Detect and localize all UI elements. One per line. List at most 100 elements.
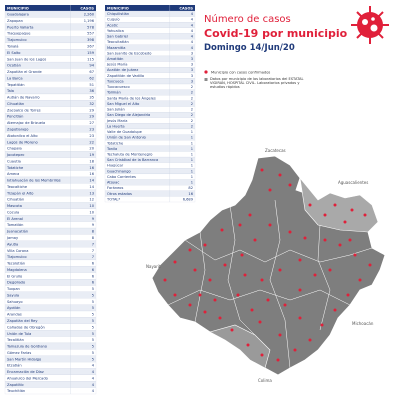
case-marker bbox=[278, 333, 282, 337]
case-marker bbox=[368, 263, 372, 267]
case-count: 32 bbox=[89, 102, 94, 106]
case-marker bbox=[253, 238, 257, 242]
case-count: 18 bbox=[89, 159, 94, 163]
map-label: Michoacán bbox=[352, 321, 374, 326]
table-row bbox=[104, 145, 196, 152]
subtitle: Covid-19 por municipio bbox=[204, 27, 348, 40]
municipality-name: San Miguel el Alto bbox=[107, 102, 139, 106]
case-marker bbox=[308, 338, 312, 342]
table-header bbox=[5, 5, 96, 11]
municipality-name: Huejúcar bbox=[107, 164, 124, 168]
title: Número de casos bbox=[204, 13, 291, 25]
legend-swatch bbox=[204, 78, 208, 81]
case-count: 1 bbox=[191, 136, 193, 140]
municipality-name: Magdalena bbox=[7, 268, 27, 272]
case-count: 5 bbox=[92, 306, 94, 310]
municipality-name: Acatlán de Juárez bbox=[107, 68, 138, 72]
municipality-name: La Barca bbox=[7, 76, 23, 80]
case-count: 2 bbox=[191, 96, 193, 100]
case-count: 16 bbox=[89, 172, 94, 176]
municipality-name: San Juan de los Lagos bbox=[7, 57, 46, 61]
municipality-name: Cihuatlán bbox=[7, 198, 24, 202]
municipality-name: Atotonilco el Alto bbox=[7, 134, 38, 138]
map-label: Zacatecas bbox=[265, 148, 286, 153]
municipality-name: Jesús María bbox=[106, 63, 127, 67]
case-count: 115 bbox=[87, 57, 94, 61]
municipality-name: Tamazula de Gordiano bbox=[6, 345, 47, 349]
municipality-name: Tonila bbox=[106, 147, 117, 151]
case-count: 16 bbox=[188, 192, 193, 196]
case-marker bbox=[246, 343, 250, 347]
legend-text: Municipio con casos confirmados bbox=[211, 71, 270, 75]
case-count: 10 bbox=[89, 210, 94, 214]
municipality-name: La Huerta bbox=[107, 124, 125, 128]
tables: MUNICIPIO CASOS Guadalajara 2,260 Zapopan 1,1… bbox=[4, 5, 196, 395]
municipality-name: Otros estados bbox=[107, 192, 132, 196]
case-marker bbox=[260, 278, 264, 282]
case-count: 6 bbox=[92, 281, 95, 285]
municipality-name: TOTAL* bbox=[106, 197, 120, 201]
case-count: 4 bbox=[191, 12, 194, 16]
municipality-name: Santa María de los Ángeles bbox=[107, 95, 156, 100]
case-count: 4 bbox=[92, 389, 95, 393]
municipality-name: El Salto bbox=[7, 51, 21, 55]
municipality-name: Sayula bbox=[7, 293, 19, 297]
case-count: 2 bbox=[191, 108, 193, 112]
column-header: MUNICIPIO bbox=[107, 6, 129, 10]
case-count: 23 bbox=[89, 134, 94, 138]
case-count: 159 bbox=[87, 51, 95, 55]
municipality-name: Ocotlán bbox=[7, 64, 21, 68]
case-count: 29 bbox=[89, 108, 94, 112]
case-count: 3 bbox=[191, 74, 193, 78]
municipality-name: Gómez Farías bbox=[7, 351, 31, 355]
case-count: 62 bbox=[89, 76, 94, 80]
case-count: 5 bbox=[92, 293, 94, 297]
case-marker bbox=[308, 203, 312, 207]
municipality-name: Tonalá bbox=[6, 45, 18, 49]
case-count: 29 bbox=[89, 115, 94, 119]
case-marker bbox=[266, 298, 270, 302]
case-marker bbox=[203, 310, 207, 314]
case-marker bbox=[236, 293, 240, 297]
case-marker bbox=[350, 208, 354, 212]
municipality-name: Zacoalco de Torres bbox=[7, 108, 41, 112]
case-count: 398 bbox=[87, 38, 95, 42]
case-marker bbox=[238, 223, 242, 227]
case-marker bbox=[363, 213, 367, 217]
case-marker bbox=[313, 273, 317, 277]
case-marker bbox=[288, 183, 292, 187]
table-row bbox=[4, 87, 97, 95]
case-count: 1,196 bbox=[84, 19, 95, 23]
case-count: 2 bbox=[191, 119, 193, 123]
case-count: 1 bbox=[191, 175, 193, 179]
municipality-name: Cabo Corrientes bbox=[107, 175, 136, 179]
case-count: 13 bbox=[89, 191, 94, 195]
municipality-name: Arandas bbox=[7, 313, 22, 317]
municipality-name: Villa Corona bbox=[7, 249, 29, 253]
case-marker bbox=[353, 253, 357, 257]
case-marker bbox=[213, 298, 217, 302]
municipality-name: Zapotitlán de Vadillo bbox=[107, 74, 144, 78]
municipality-name: Tlajomulco bbox=[6, 255, 27, 259]
case-marker bbox=[173, 260, 177, 264]
municipality-name: Zapopan bbox=[7, 19, 23, 23]
case-marker bbox=[258, 320, 262, 324]
case-count: 22 bbox=[89, 140, 94, 144]
municipality-name: San Martín Hidalgo bbox=[7, 357, 41, 361]
case-marker bbox=[250, 308, 254, 312]
case-count: 2 bbox=[191, 113, 193, 117]
municipality-name: Cuquío bbox=[107, 18, 120, 22]
municipality-name: Zapotlán el Grande bbox=[7, 70, 43, 74]
municipality-name: Ixtlahuacán de los Membrillos bbox=[7, 179, 61, 183]
case-count: 9 bbox=[92, 217, 95, 221]
municipality-name: Zapotlán del Rey bbox=[7, 319, 38, 323]
case-count: 4 bbox=[92, 383, 95, 387]
case-count: 14 bbox=[89, 179, 94, 183]
case-marker bbox=[220, 228, 224, 232]
municipality-name: Teocaltiche bbox=[6, 185, 28, 189]
case-marker bbox=[303, 236, 307, 240]
municipality-name: Amatitán bbox=[107, 57, 123, 61]
municipality-name: Cañadas de Obregón bbox=[7, 325, 45, 329]
case-marker bbox=[348, 238, 352, 242]
case-marker bbox=[230, 328, 234, 332]
